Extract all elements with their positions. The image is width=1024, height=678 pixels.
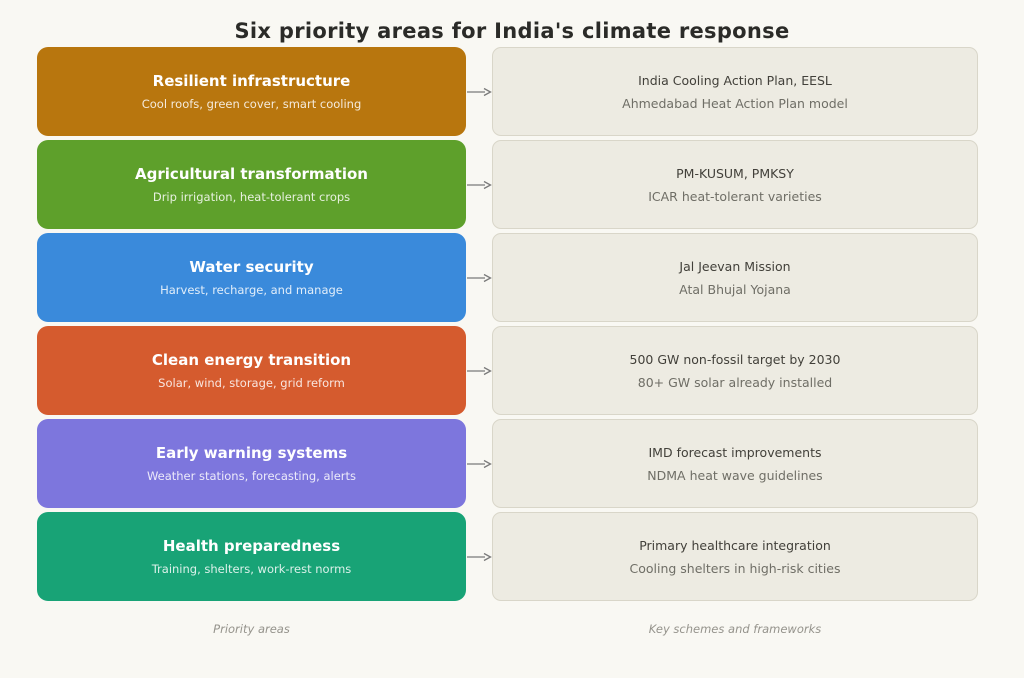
- priority-box-water-security: Water security Harvest, recharge, and ma…: [37, 233, 466, 322]
- priority-box-resilient-infrastructure: Resilient infrastructure Cool roofs, gre…: [37, 47, 466, 136]
- scheme-box: Jal Jeevan Mission Atal Bhujal Yojana: [492, 233, 978, 322]
- scheme-line1: Jal Jeevan Mission: [679, 258, 791, 274]
- scheme-line2: Ahmedabad Heat Action Plan model: [622, 95, 848, 111]
- priority-title: Early warning systems: [155, 444, 348, 462]
- scheme-line1: IMD forecast improvements: [648, 444, 822, 460]
- diagram-row: Water security Harvest, recharge, and ma…: [37, 233, 978, 322]
- diagram-row: Health preparedness Training, shelters, …: [37, 512, 978, 601]
- priority-box-clean-energy-transition: Clean energy transition Solar, wind, sto…: [37, 326, 466, 415]
- flow-arrow-icon: [466, 326, 492, 415]
- priority-subtitle: Solar, wind, storage, grid reform: [158, 376, 345, 390]
- scheme-box: 500 GW non-fossil target by 2030 80+ GW …: [492, 326, 978, 415]
- priority-subtitle: Cool roofs, green cover, smart cooling: [141, 97, 362, 111]
- priority-title: Clean energy transition: [151, 351, 352, 369]
- priority-box-health-preparedness: Health preparedness Training, shelters, …: [37, 512, 466, 601]
- flow-arrow-icon: [466, 419, 492, 508]
- scheme-line1: PM-KUSUM, PMKSY: [676, 165, 794, 181]
- column-labels: Priority areas Key schemes and framework…: [37, 618, 978, 637]
- priority-title: Water security: [189, 258, 314, 276]
- flow-arrow-icon: [466, 512, 492, 601]
- scheme-line2: NDMA heat wave guidelines: [647, 467, 823, 483]
- rows-container: Resilient infrastructure Cool roofs, gre…: [37, 47, 978, 601]
- priority-title: Agricultural transformation: [135, 165, 368, 183]
- scheme-line2: ICAR heat-tolerant varieties: [648, 188, 822, 204]
- diagram-row: Early warning systems Weather stations, …: [37, 419, 978, 508]
- scheme-box: PM-KUSUM, PMKSY ICAR heat-tolerant varie…: [492, 140, 978, 229]
- priority-subtitle: Drip irrigation, heat-tolerant crops: [152, 190, 351, 204]
- scheme-box: Primary healthcare integration Cooling s…: [492, 512, 978, 601]
- priority-box-early-warning-systems: Early warning systems Weather stations, …: [37, 419, 466, 508]
- scheme-line2: Atal Bhujal Yojana: [679, 281, 791, 297]
- scheme-box: IMD forecast improvements NDMA heat wave…: [492, 419, 978, 508]
- left-column-label: Priority areas: [213, 622, 290, 636]
- flow-arrow-icon: [466, 233, 492, 322]
- priority-subtitle: Weather stations, forecasting, alerts: [146, 469, 357, 483]
- scheme-line2: 80+ GW solar already installed: [637, 374, 833, 390]
- diagram-row: Clean energy transition Solar, wind, sto…: [37, 326, 978, 415]
- diagram-row: Resilient infrastructure Cool roofs, gre…: [37, 47, 978, 136]
- diagram-row: Agricultural transformation Drip irrigat…: [37, 140, 978, 229]
- priority-box-agricultural-transformation: Agricultural transformation Drip irrigat…: [37, 140, 466, 229]
- priority-subtitle: Training, shelters, work-rest norms: [151, 562, 352, 576]
- page-title: Six priority areas for India's climate r…: [234, 19, 790, 43]
- scheme-line1: India Cooling Action Plan, EESL: [638, 72, 832, 88]
- scheme-box: India Cooling Action Plan, EESL Ahmedaba…: [492, 47, 978, 136]
- scheme-line2: Cooling shelters in high-risk cities: [629, 560, 841, 576]
- priority-title: Health preparedness: [162, 537, 341, 555]
- flow-arrow-icon: [466, 47, 492, 136]
- scheme-line1: Primary healthcare integration: [639, 537, 831, 553]
- flow-arrow-icon: [466, 140, 492, 229]
- priority-title: Resilient infrastructure: [152, 72, 351, 90]
- right-column-label: Key schemes and frameworks: [648, 622, 822, 636]
- scheme-line1: 500 GW non-fossil target by 2030: [629, 351, 841, 367]
- priority-subtitle: Harvest, recharge, and manage: [160, 283, 343, 297]
